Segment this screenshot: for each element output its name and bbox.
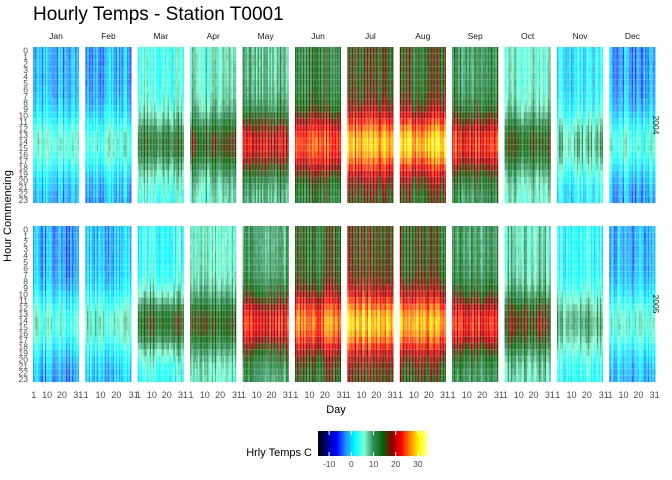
heatmap-panel-2004-feb <box>85 47 131 203</box>
heatmap-panel-2004-may <box>243 47 289 203</box>
heatmap-panel-2004-apr <box>190 47 236 203</box>
heatmap-panel-2005-aug <box>400 226 446 382</box>
x-tick-label: 1 <box>503 390 508 400</box>
x-tick-label: 10 <box>95 390 105 400</box>
y-tick-label: 23 <box>19 195 29 205</box>
x-tick-label: 20 <box>633 390 643 400</box>
facet-strip-dec: Dec <box>625 31 641 41</box>
heatmap-panel-2005-jul <box>347 226 393 382</box>
x-tick-label: 10 <box>356 390 366 400</box>
facet-strip-nov: Nov <box>572 31 588 41</box>
x-tick-label: 10 <box>252 390 262 400</box>
heatmap-panel-2005-may <box>243 226 289 382</box>
x-tick-label: 31 <box>650 390 660 400</box>
y-tick-label: 23 <box>19 374 29 384</box>
facet-strip-2004: 2004 <box>651 116 661 135</box>
facet-strip-apr: Apr <box>207 31 220 41</box>
heatmap-panel-2005-jan <box>33 226 79 382</box>
heatmap-panel-2005-oct <box>505 226 551 382</box>
x-tick-label: 20 <box>162 390 172 400</box>
facet-strip-sep: Sep <box>468 31 483 41</box>
heatmap-panel-2004-aug <box>400 47 446 203</box>
legend-title: Hrly Temps C <box>246 447 312 459</box>
x-tick-label: 31 <box>178 390 188 400</box>
x-tick-label: 20 <box>424 390 434 400</box>
x-tick-label: 31 <box>388 390 398 400</box>
heatmap-panel-2005-feb <box>85 226 131 382</box>
x-tick-label: 10 <box>409 390 419 400</box>
x-tick-label: 20 <box>57 390 67 400</box>
facet-strip-jul: Jul <box>365 31 376 41</box>
x-tick-label: 20 <box>267 390 277 400</box>
heatmap-panel-2005-jun <box>295 226 341 382</box>
x-tick-label: 20 <box>320 390 330 400</box>
heatmap-panel-2004-sep <box>452 47 498 203</box>
facet-strip-jun: Jun <box>311 31 325 41</box>
facet-strip-feb: Feb <box>101 31 116 41</box>
heatmap-panel-2005-sep <box>452 226 498 382</box>
heatmap-panel-2004-jul <box>347 47 393 203</box>
heatmap-panel-2004-jan <box>33 47 79 203</box>
facet-strip-mar: Mar <box>153 31 168 41</box>
x-tick-label: 20 <box>215 390 225 400</box>
heatmap-panel-2004-oct <box>505 47 551 203</box>
legend-tick-label: -10 <box>323 459 336 469</box>
legend-tick-label: 30 <box>413 459 423 469</box>
y-axis-title: Hour Commencing <box>2 170 14 262</box>
x-tick-label: 1 <box>398 390 403 400</box>
legend-tick-label: 20 <box>391 459 401 469</box>
x-tick-label: 10 <box>305 390 315 400</box>
x-tick-label: 10 <box>147 390 157 400</box>
x-tick-label: 20 <box>111 390 121 400</box>
heatmap-panel-2005-apr <box>190 226 236 382</box>
heatmap-panel-2005-mar <box>138 226 184 382</box>
x-tick-label: 1 <box>84 390 89 400</box>
heatmap-panel-2004-nov <box>557 47 603 203</box>
x-tick-label: 31 <box>73 390 83 400</box>
facet-strip-oct: Oct <box>521 31 535 41</box>
color-legend: Hrly Temps C -10 0 10 20 30 <box>246 431 429 469</box>
heatmap-panel-2005-dec <box>609 226 655 382</box>
x-tick-label: 1 <box>136 390 141 400</box>
x-tick-label: 31 <box>440 390 450 400</box>
x-tick-label: 31 <box>283 390 293 400</box>
x-tick-label: 1 <box>241 390 246 400</box>
x-tick-label: 20 <box>371 390 381 400</box>
x-tick-label: 10 <box>200 390 210 400</box>
x-tick-label: 1 <box>293 390 298 400</box>
x-tick-label: 10 <box>514 390 524 400</box>
facet-strip-may: May <box>258 31 275 41</box>
x-tick-label: 10 <box>462 390 472 400</box>
chart-title: Hourly Temps - Station T0001 <box>33 4 284 25</box>
x-tick-label: 1 <box>346 390 351 400</box>
x-tick-label: 10 <box>618 390 628 400</box>
x-axis-title: Day <box>326 404 346 416</box>
heatmap-panel-2005-nov <box>557 226 603 382</box>
x-tick-label: 20 <box>529 390 539 400</box>
x-tick-label: 1 <box>450 390 455 400</box>
x-tick-label: 20 <box>477 390 487 400</box>
legend-tick-label: 0 <box>349 459 354 469</box>
x-tick-label: 1 <box>608 390 613 400</box>
x-tick-label: 1 <box>555 390 560 400</box>
facet-strip-aug: Aug <box>415 31 430 41</box>
facet-strip-2005: 2005 <box>651 295 661 314</box>
x-tick-label: 20 <box>582 390 592 400</box>
heatmap-panel-2004-jun <box>295 47 341 203</box>
facet-panels <box>33 47 655 382</box>
x-tick-label: 31 <box>545 390 555 400</box>
x-tick-label: 10 <box>42 390 52 400</box>
heatmap-panel-2004-dec <box>609 47 655 203</box>
x-axis-ticks: 1 10 20 31 1 10 20 311 10 20 31 1 10 20 311 10 20 31 1 10 20… <box>31 390 659 400</box>
x-tick-label: 10 <box>567 390 577 400</box>
legend-tick-label: 10 <box>369 459 379 469</box>
x-tick-label: 1 <box>31 390 36 400</box>
heatmap-panel-2004-mar <box>138 47 184 203</box>
y-axis-ticks: 0123456789101112131415161718192021222301… <box>19 45 29 384</box>
facet-strip-jan: Jan <box>49 31 63 41</box>
x-tick-label: 1 <box>188 390 193 400</box>
